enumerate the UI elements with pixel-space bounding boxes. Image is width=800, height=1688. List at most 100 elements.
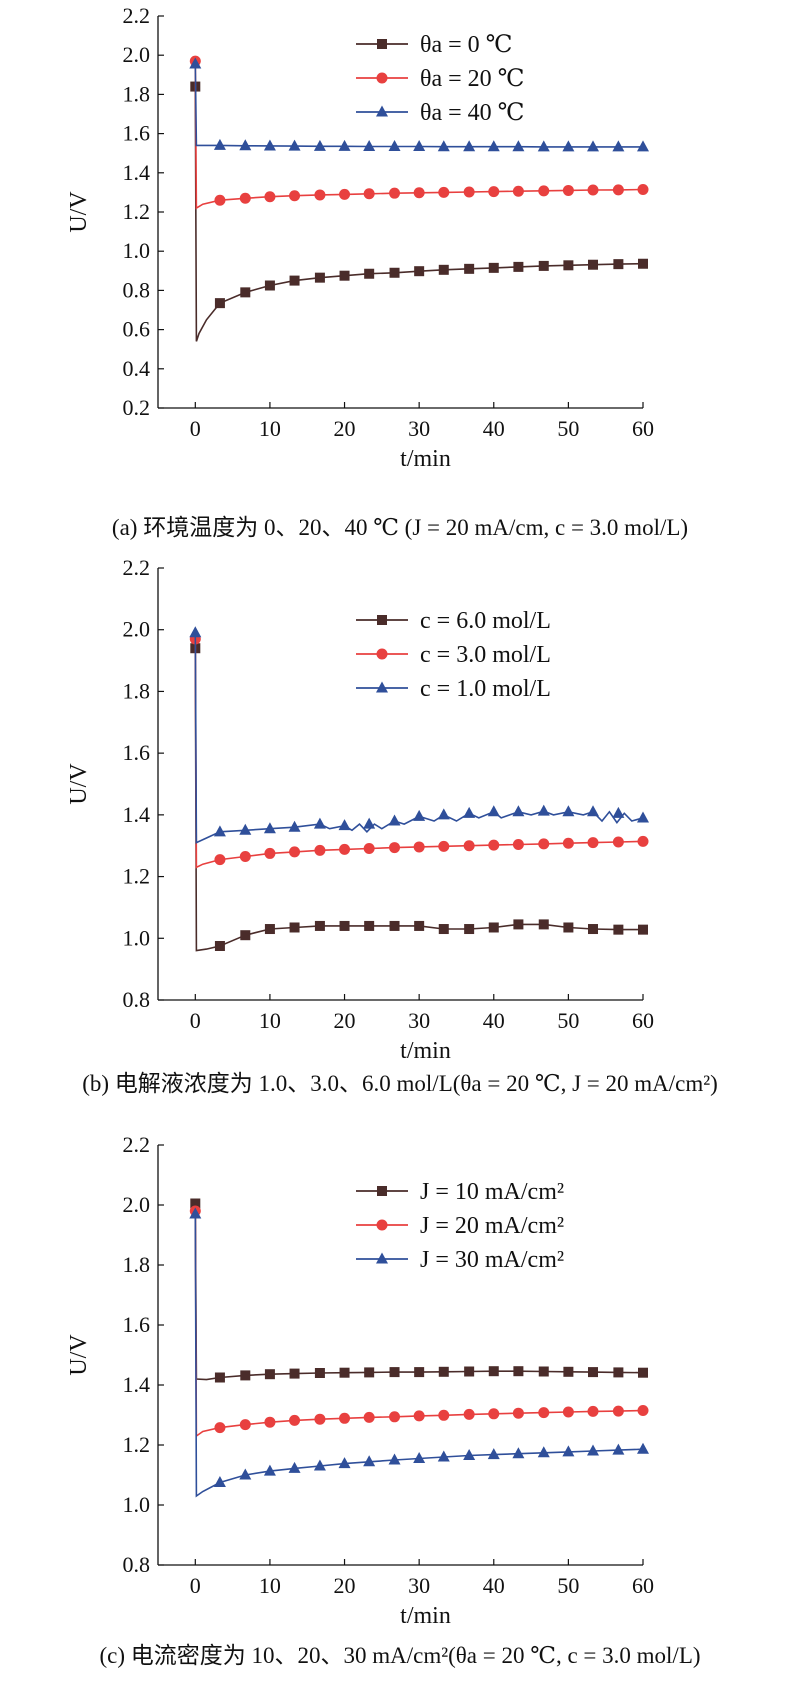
data-point-square (414, 920, 425, 931)
data-point-triangle (413, 140, 426, 152)
y-tick-label: 1.4 (123, 160, 151, 185)
y-tick-label: 2.0 (123, 617, 151, 642)
data-point-triangle (213, 1476, 226, 1487)
data-point-triangle (637, 811, 649, 823)
data-point-triangle (239, 139, 252, 151)
legend-marker-square (377, 1186, 387, 1196)
data-point-circle (538, 185, 550, 197)
data-point-triangle (437, 808, 450, 820)
data-point-triangle (313, 1459, 326, 1471)
data-point-triangle (313, 817, 326, 829)
data-point-square (289, 922, 300, 933)
data-point-square (588, 1367, 599, 1378)
data-point-triangle (587, 140, 600, 152)
x-tick-label: 30 (408, 1008, 430, 1033)
panel-c: 0.8 1.0 1.2 1.4 1.6 1.8 2.0 2.2 0 10 20 30 40 50 60 t/m… (66, 1132, 701, 1668)
y-tick-label: 1.4 (123, 802, 151, 827)
y-tick-label: 1.6 (123, 1312, 151, 1337)
panel-caption: (a) 环境温度为 0、20、40 ℃ (J = 20 mA/cm, c = 3… (112, 515, 688, 540)
data-point-circle (488, 839, 500, 851)
data-point-square (364, 920, 375, 931)
data-point-square (613, 1367, 624, 1378)
data-point-circle (389, 842, 401, 854)
data-point-triangle (338, 819, 351, 831)
x-tick-label: 0 (190, 416, 201, 441)
data-point-triangle (213, 825, 226, 837)
legend-marker-triangle (376, 1252, 388, 1264)
legend-marker-square (377, 615, 387, 625)
data-point-circle (339, 188, 351, 200)
data-point-square (563, 260, 574, 271)
data-point-circle (463, 186, 475, 198)
data-point-square (488, 1366, 499, 1377)
y-tick-label: 0.4 (123, 356, 151, 381)
data-point-circle (512, 838, 524, 850)
x-tick-label: 20 (334, 1008, 356, 1033)
data-point-circle (512, 185, 524, 197)
data-point-triangle (239, 1468, 252, 1480)
data-point-square (389, 267, 400, 278)
x-tick-label: 60 (632, 416, 654, 441)
y-tick-label: 1.8 (123, 678, 151, 703)
data-point-triangle (263, 1464, 276, 1476)
data-point-circle (538, 1407, 550, 1419)
data-point-circle (413, 1410, 425, 1422)
data-point-circle (637, 835, 649, 847)
data-point-square (613, 259, 624, 270)
data-point-square (289, 1368, 300, 1379)
x-tick-label: 10 (259, 416, 281, 441)
data-point-circle (264, 1416, 276, 1428)
data-point-triangle (612, 140, 625, 152)
data-point-square (264, 924, 275, 935)
data-point-triangle (189, 57, 202, 69)
data-point-circle (413, 841, 425, 853)
legend-label: J = 30 mA/cm² (420, 1247, 564, 1273)
y-tick-label: 0.8 (123, 1552, 151, 1577)
data-point-triangle (437, 140, 450, 152)
data-point-square (314, 272, 325, 283)
data-point-circle (239, 851, 251, 863)
data-point-square (513, 261, 524, 272)
data-point-square (438, 924, 449, 935)
legend-marker-triangle (376, 105, 388, 117)
x-axis-label: t/min (400, 446, 451, 472)
data-point-square (240, 287, 251, 298)
data-point-triangle (463, 1449, 476, 1460)
x-tick-label: 30 (408, 416, 430, 441)
y-tick-label: 2.2 (123, 3, 151, 28)
y-tick-label: 1.6 (123, 740, 151, 765)
data-point-square (314, 920, 325, 931)
y-tick-label: 1.0 (123, 1492, 151, 1517)
data-point-triangle (562, 805, 575, 817)
panel-b: 0.8 1.0 1.2 1.4 1.6 1.8 2.0 2.2 0 10 20 30 40 50 60 t/m… (66, 555, 718, 1096)
data-point-triangle (562, 1445, 575, 1457)
data-point-square (314, 1368, 325, 1378)
data-point-circle (438, 1409, 450, 1421)
x-axis-label: t/min (400, 1038, 451, 1064)
data-point-circle (314, 844, 326, 856)
panel-caption: (c) 电流密度为 10、20、30 mA/cm²(θa = 20 ℃, c =… (99, 1643, 700, 1668)
data-point-triangle (388, 140, 401, 152)
x-tick-label: 10 (259, 1008, 281, 1033)
data-point-square (638, 1367, 648, 1378)
data-point-circle (587, 837, 599, 849)
data-point-square (364, 268, 375, 279)
data-point-triangle (363, 1455, 376, 1467)
legend-label: θa = 40 ℃ (420, 100, 525, 126)
data-point-square (638, 924, 648, 935)
data-point-circle (488, 186, 500, 198)
x-tick-label: 40 (483, 1573, 505, 1598)
legend-label: c = 6.0 mol/L (420, 608, 551, 634)
data-point-circle (612, 836, 624, 848)
y-tick-label: 0.6 (123, 317, 151, 342)
data-point-triangle (288, 139, 301, 151)
data-point-circle (214, 1422, 226, 1434)
data-point-triangle (537, 1446, 550, 1458)
data-point-circle (562, 1406, 574, 1418)
data-point-square (538, 919, 549, 930)
data-point-square (613, 924, 624, 935)
data-point-triangle (637, 1442, 649, 1454)
data-point-square (414, 1367, 425, 1378)
